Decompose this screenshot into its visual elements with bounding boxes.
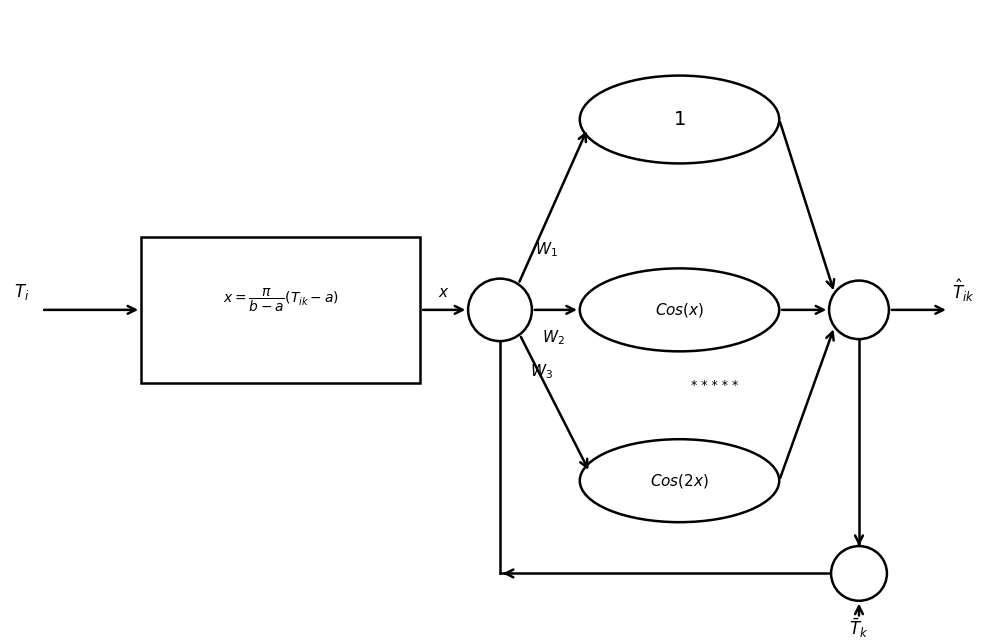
Ellipse shape bbox=[580, 269, 779, 351]
Circle shape bbox=[829, 281, 889, 339]
Circle shape bbox=[468, 279, 532, 341]
Text: $Cos(2x)$: $Cos(2x)$ bbox=[650, 472, 709, 490]
Ellipse shape bbox=[580, 439, 779, 522]
Text: $W_2$: $W_2$ bbox=[542, 328, 565, 347]
Text: $W_3$: $W_3$ bbox=[530, 362, 553, 381]
Text: $x$: $x$ bbox=[438, 285, 450, 300]
FancyBboxPatch shape bbox=[141, 237, 420, 383]
Text: * * * * *: * * * * * bbox=[691, 379, 738, 392]
Text: $1$: $1$ bbox=[673, 110, 686, 129]
Circle shape bbox=[831, 546, 887, 601]
Ellipse shape bbox=[580, 76, 779, 163]
Text: $\hat{T}_{ik}$: $\hat{T}_{ik}$ bbox=[952, 277, 975, 304]
Text: $T_{i}$: $T_{i}$ bbox=[14, 282, 29, 303]
Text: $Cos(x)$: $Cos(x)$ bbox=[655, 301, 704, 319]
Text: $x=\dfrac{\pi}{b-a}(T_{ik}-a)$: $x=\dfrac{\pi}{b-a}(T_{ik}-a)$ bbox=[223, 287, 339, 314]
Text: $W_1$: $W_1$ bbox=[535, 241, 558, 260]
Text: $\bar{T}_k$: $\bar{T}_k$ bbox=[849, 617, 869, 640]
